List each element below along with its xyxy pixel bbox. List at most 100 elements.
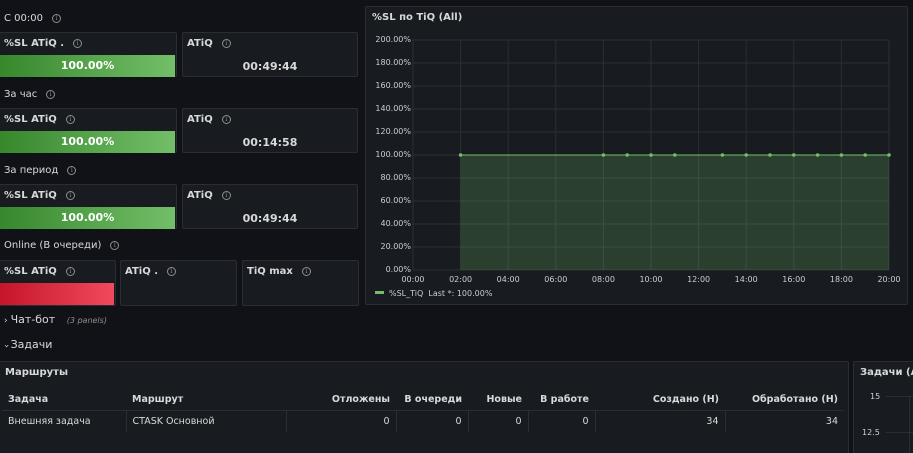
row-panel-count: (3 panels) — [66, 316, 107, 325]
panel-title: TiQ max — [247, 266, 293, 277]
panel-title: ATiQ — [187, 114, 213, 125]
row-tasks[interactable]: ›Задачи — [0, 338, 53, 351]
tasks-gridline — [909, 396, 910, 453]
group-label-hour: За час i — [4, 89, 56, 100]
data-point — [815, 153, 820, 157]
data-point — [673, 153, 677, 157]
info-icon[interactable]: i — [73, 39, 83, 48]
x-tick-label: 00:00 — [401, 275, 425, 284]
y-tick-label: 140.00% — [375, 104, 411, 113]
stat-panel-sl-atiq-2: %SL ATiQ i 100.00% — [0, 108, 177, 153]
series-area — [460, 155, 889, 270]
cell-task: Внешняя задача — [2, 410, 127, 432]
info-icon[interactable]: i — [301, 267, 311, 276]
data-point — [839, 153, 844, 157]
stat-panel-atiq-online: ATiQ . i — [120, 260, 237, 306]
atiq-value: 00:14:58 — [242, 136, 298, 149]
stat-panel-sl-atiq-online: %SL ATiQ i — [0, 260, 116, 306]
column-header-new[interactable]: Новые — [468, 390, 528, 411]
info-icon[interactable]: i — [167, 267, 176, 276]
column-header-in-work[interactable]: В работе — [528, 390, 595, 411]
sl-gauge-bar: 100.00% — [0, 55, 175, 77]
chart-legend[interactable]: %SL_TiQ Last *: 100.00% — [375, 289, 492, 298]
info-icon[interactable]: i — [221, 191, 231, 200]
column-header-task[interactable]: Задача — [2, 390, 126, 411]
legend-swatch — [375, 291, 384, 294]
x-tick-label: 14:00 — [734, 275, 758, 284]
cell-route: CTASK Основной — [126, 410, 287, 432]
y-tick-label: 200.00% — [375, 35, 411, 44]
y-axis: 0.00% 20.00% 40.00% 60.00% 80.00% 100.00% 120.… — [366, 7, 411, 287]
cell-in-work: 0 — [528, 410, 596, 432]
data-point — [863, 153, 867, 157]
info-icon[interactable]: i — [221, 115, 231, 124]
table-row: Внешняя задача CTASK Основной 0 0 0 0 34… — [2, 410, 844, 432]
panel-title: %SL ATiQ — [4, 266, 57, 277]
data-point — [744, 153, 748, 157]
stat-panel-sl-atiq-3: %SL ATiQ i 100.00% — [0, 184, 177, 229]
data-point — [649, 153, 653, 157]
atiq-value: 00:49:44 — [242, 212, 298, 225]
info-icon[interactable]: i — [110, 241, 120, 250]
cell-postponed: 0 — [286, 410, 397, 432]
x-tick-label: 12:00 — [687, 275, 711, 284]
routes-table-panel: Маршруты Задача Маршрут Отложены В очере… — [0, 361, 849, 453]
y-tick-label: 40.00% — [380, 219, 411, 228]
column-header-created[interactable]: Создано (Н) — [595, 390, 725, 411]
info-icon[interactable]: i — [67, 166, 77, 175]
stat-panel-atiq-1: ATiQ i 00:49:44 — [182, 32, 358, 77]
tasks-chart-panel: Задачи (All) 15 12.5 — [853, 361, 913, 453]
panel-title: %SL ATiQ — [4, 114, 57, 125]
y-tick-label: 120.00% — [375, 127, 411, 136]
data-point — [792, 153, 796, 157]
chart-panel-sl-tiq: %SL по TiQ (All) 0.00% 20.00% 40.00% 60.00%… — [365, 6, 908, 305]
row-title: Чат-бот — [10, 313, 56, 326]
x-tick-label: 02:00 — [449, 275, 473, 284]
info-icon[interactable]: i — [65, 267, 75, 276]
sl-gauge-bar: 100.00% — [0, 207, 175, 229]
cell-in-queue: 0 — [396, 410, 469, 432]
stat-panel-tiq-max: TiQ max i — [242, 260, 359, 306]
sl-gauge-bar-red — [0, 283, 114, 305]
data-point — [768, 153, 772, 157]
panel-title: %SL ATiQ . — [4, 38, 65, 49]
data-point — [887, 153, 891, 157]
info-icon[interactable]: i — [46, 90, 56, 99]
routes-table: Задача Маршрут Отложены В очереди Новые … — [2, 390, 844, 432]
info-icon[interactable]: i — [65, 115, 75, 124]
x-tick-label: 20:00 — [877, 275, 901, 284]
x-axis: 00:00 02:00 04:00 06:00 08:00 10:00 12:00 14:00… — [366, 7, 909, 297]
cell-new: 0 — [468, 410, 529, 432]
chart-plot-area — [412, 39, 891, 271]
tasks-gridline — [886, 396, 913, 397]
info-icon[interactable]: i — [51, 14, 61, 23]
column-header-processed[interactable]: Обработано (Н) — [725, 390, 844, 411]
y-tick-label: 180.00% — [375, 58, 411, 67]
x-tick-label: 10:00 — [639, 275, 663, 284]
panel-title: ATiQ — [187, 190, 213, 201]
row-title: Задачи — [10, 338, 53, 351]
cell-created: 34 — [595, 410, 726, 432]
info-icon[interactable]: i — [65, 191, 75, 200]
column-header-route[interactable]: Маршрут — [126, 390, 286, 411]
x-tick-label: 16:00 — [782, 275, 806, 284]
atiq-value: 00:49:44 — [242, 60, 298, 73]
x-tick-label: 18:00 — [829, 275, 853, 284]
legend-series-name: %SL_TiQ — [389, 289, 424, 298]
group-label-since-midnight: С 00:00 i — [4, 13, 61, 24]
info-icon[interactable]: i — [221, 39, 231, 48]
panel-title: ATiQ . — [125, 266, 158, 277]
sl-gauge-bar: 100.00% — [0, 131, 175, 153]
x-tick-label: 04:00 — [496, 275, 520, 284]
chevron-down-icon: › — [0, 344, 11, 348]
column-header-postponed[interactable]: Отложены — [286, 390, 396, 411]
y-tick-label: 0.00% — [385, 265, 411, 274]
chevron-right-icon: › — [4, 316, 8, 326]
chart-title: %SL по TiQ (All) — [372, 12, 463, 23]
stat-panel-atiq-2: ATiQ i 00:14:58 — [182, 108, 358, 153]
panel-title: ATiQ — [187, 38, 213, 49]
data-point — [625, 153, 629, 157]
row-chat-bot[interactable]: › Чат-бот (3 panels) — [4, 313, 107, 326]
column-header-in-queue[interactable]: В очереди — [396, 390, 468, 411]
y-tick-label: 80.00% — [380, 173, 411, 182]
